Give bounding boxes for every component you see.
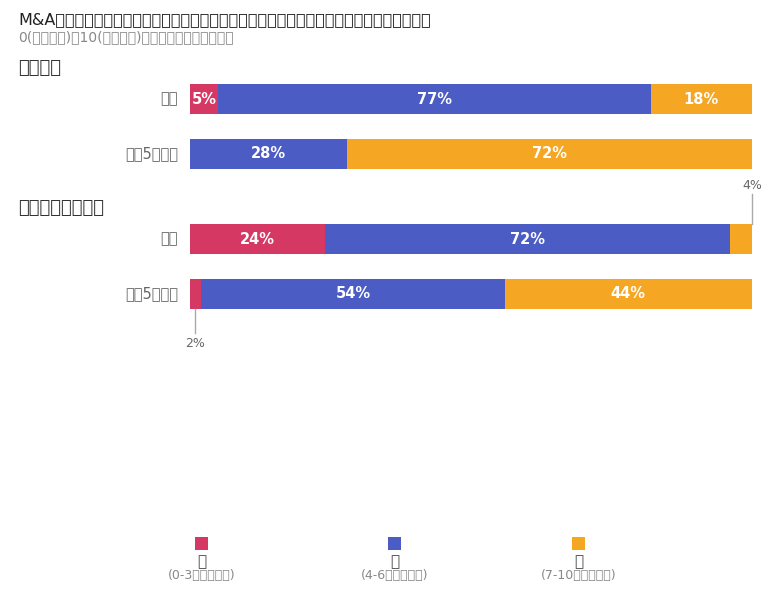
Bar [388, 537, 401, 550]
Text: 4%: 4% [742, 179, 762, 192]
Bar [651, 84, 752, 114]
Bar [190, 279, 201, 309]
Bar [190, 139, 347, 169]
Bar [218, 84, 651, 114]
Bar [347, 139, 752, 169]
Text: 高: 高 [574, 554, 583, 569]
Text: 72%: 72% [532, 146, 567, 161]
Text: 産業全体: 産業全体 [18, 59, 61, 77]
Text: 44%: 44% [611, 287, 646, 302]
Bar [190, 84, 218, 114]
Text: 今後5年間で: 今後5年間で [125, 287, 178, 302]
Text: 24%: 24% [240, 232, 275, 246]
Bar [729, 224, 752, 254]
Text: 0(低レベル)～10(高レベル)としてご回答ください。: 0(低レベル)～10(高レベル)としてご回答ください。 [18, 30, 234, 44]
Text: あなたの企業現在: あなたの企業現在 [18, 199, 104, 217]
Text: 72%: 72% [509, 232, 544, 246]
Text: 中: 中 [390, 554, 399, 569]
Bar [195, 537, 208, 550]
Text: M&Aプロセスのデジタル成熟度および技術的な洗練性のレベルはどの程度だと思いますか？: M&Aプロセスのデジタル成熟度および技術的な洗練性のレベルはどの程度だと思います… [18, 12, 431, 27]
Text: 54%: 54% [335, 287, 370, 302]
Text: (0-3の間で評価): (0-3の間で評価) [168, 569, 236, 582]
Text: (7-10の間で評価): (7-10の間で評価) [541, 569, 616, 582]
Text: 28%: 28% [251, 146, 286, 161]
Text: 今後5年間で: 今後5年間で [125, 146, 178, 161]
Text: 18%: 18% [684, 92, 719, 107]
Bar [505, 279, 752, 309]
Text: 低: 低 [197, 554, 206, 569]
Text: 77%: 77% [417, 92, 452, 107]
Bar [572, 537, 585, 550]
Text: 2%: 2% [185, 337, 205, 350]
Bar [190, 224, 325, 254]
Text: 5%: 5% [192, 92, 217, 107]
Text: 現在: 現在 [161, 92, 178, 107]
Bar [201, 279, 505, 309]
Text: 現在: 現在 [161, 232, 178, 246]
Bar [325, 224, 729, 254]
Text: (4-6の間で評価): (4-6の間で評価) [360, 569, 428, 582]
